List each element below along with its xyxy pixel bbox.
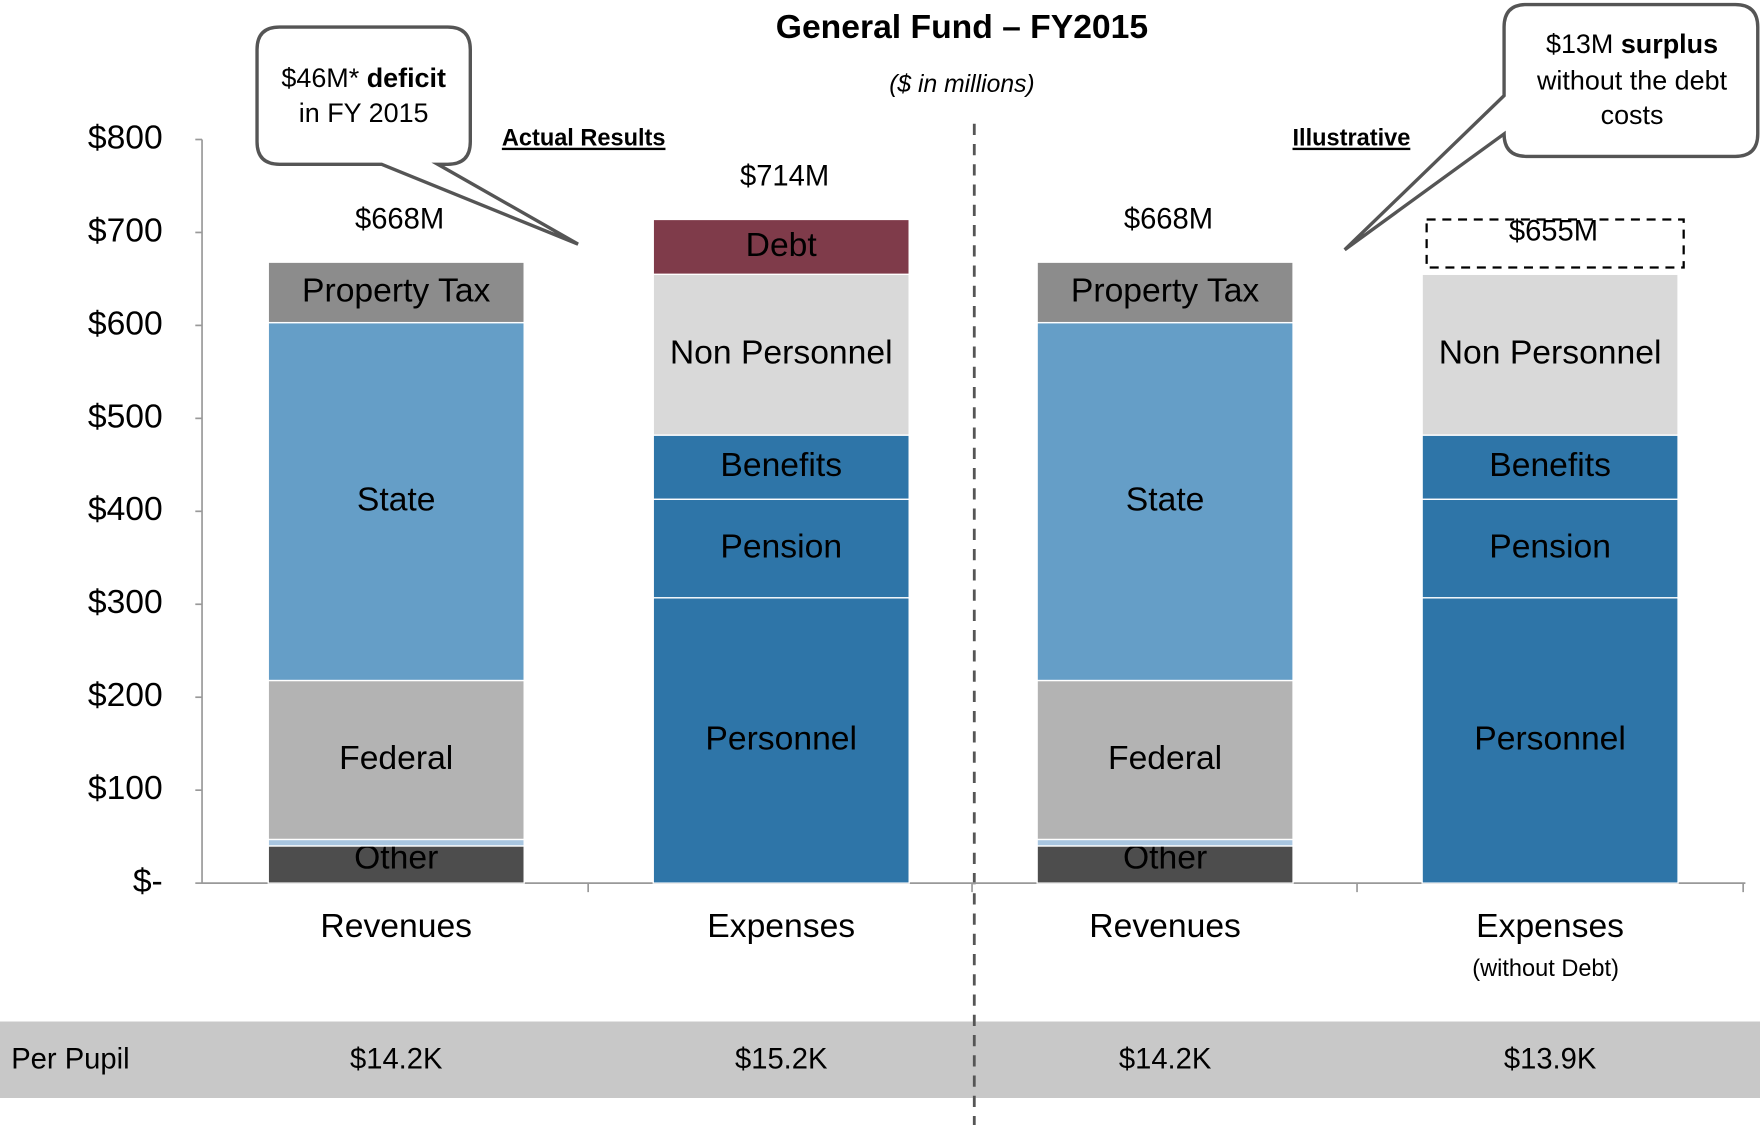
per-pupil-label: Per Pupil — [11, 1044, 129, 1076]
segment-label: State — [357, 480, 436, 518]
x-tick-label: Expenses — [1476, 907, 1624, 945]
segment-label: Benefits — [720, 446, 842, 484]
segment-label: Property Tax — [1071, 271, 1260, 309]
chart-subtitle: ($ in millions) — [889, 71, 1034, 98]
segment-label: Personnel — [1474, 719, 1626, 757]
removed-segment — [1425, 218, 1685, 269]
callout-bold: surplus — [1621, 29, 1718, 59]
y-tick-label: $700 — [88, 211, 163, 249]
bar-segment — [1421, 434, 1679, 500]
segment-label: Property Tax — [302, 271, 491, 309]
x-tick-label: Expenses — [707, 907, 855, 945]
bar-segment — [267, 679, 525, 841]
bar-segment — [267, 838, 525, 847]
total-label: $668M — [1124, 203, 1213, 235]
segment-label: Non Personnel — [670, 334, 893, 372]
bar-segment — [1036, 838, 1294, 847]
callout-bold: deficit — [367, 63, 446, 93]
bar-segment — [267, 261, 525, 324]
bar-segment — [267, 321, 525, 682]
segment-label: Non Personnel — [1439, 334, 1662, 372]
segment-label: State — [1126, 480, 1205, 518]
x-tick-label: Revenues — [320, 907, 472, 945]
bar-segment — [1421, 597, 1679, 884]
category-note: (without Debt) — [1472, 955, 1619, 981]
per-pupil-value: $14.2K — [350, 1044, 443, 1076]
per-pupil-value: $15.2K — [735, 1044, 828, 1076]
total-label: $668M — [355, 203, 444, 235]
per-pupil-value: $14.2K — [1119, 1044, 1212, 1076]
y-tick-label: $300 — [88, 583, 163, 621]
bar-segment — [1036, 321, 1294, 682]
y-tick-label: $800 — [88, 118, 163, 156]
total-label: $714M — [740, 161, 829, 193]
segment-label: Benefits — [1489, 446, 1611, 484]
bar-segment — [1421, 498, 1679, 599]
segment-label: Debt — [746, 226, 818, 264]
callout-text: $13M surplus — [1546, 29, 1718, 59]
callout-text: in FY 2015 — [299, 98, 429, 128]
bar-segment — [652, 273, 910, 436]
bar-segment — [652, 434, 910, 500]
chart-title: General Fund – FY2015 — [776, 8, 1148, 46]
callout-bubble — [1343, 2, 1760, 252]
bar-segment — [1036, 679, 1294, 841]
callout-prefix: $13M — [1546, 29, 1613, 59]
callout-text: $46M* deficit — [281, 63, 446, 93]
per-pupil-band — [0, 1021, 1760, 1098]
segment-label: Pension — [720, 527, 842, 565]
bar-segment — [652, 218, 910, 275]
callout-bubble — [255, 25, 579, 246]
bar-segment — [1421, 273, 1679, 436]
y-tick-label: $500 — [88, 397, 163, 435]
callout-text: without the debt — [1536, 65, 1728, 95]
group-label: Actual Results — [502, 125, 666, 151]
per-pupil-value: $13.9K — [1504, 1044, 1597, 1076]
total-label: $655M — [1509, 215, 1598, 247]
y-tick-label: $100 — [88, 769, 163, 807]
y-tick-label: $200 — [88, 676, 163, 714]
callout-prefix: $46M* — [281, 63, 359, 93]
y-tick-label: $600 — [88, 304, 163, 342]
segment-label: Federal — [339, 739, 453, 777]
segment-label: Personnel — [705, 719, 857, 757]
bar-segment — [1036, 261, 1294, 324]
x-tick-label: Revenues — [1089, 907, 1241, 945]
segment-label: Federal — [1108, 739, 1222, 777]
group-label: Illustrative — [1293, 125, 1411, 151]
bar-segment — [652, 498, 910, 599]
callout-text: costs — [1601, 100, 1664, 130]
y-tick-label: $400 — [88, 490, 163, 528]
y-tick-label: $- — [133, 862, 163, 900]
segment-label: Pension — [1489, 527, 1611, 565]
bar-segment — [652, 597, 910, 884]
